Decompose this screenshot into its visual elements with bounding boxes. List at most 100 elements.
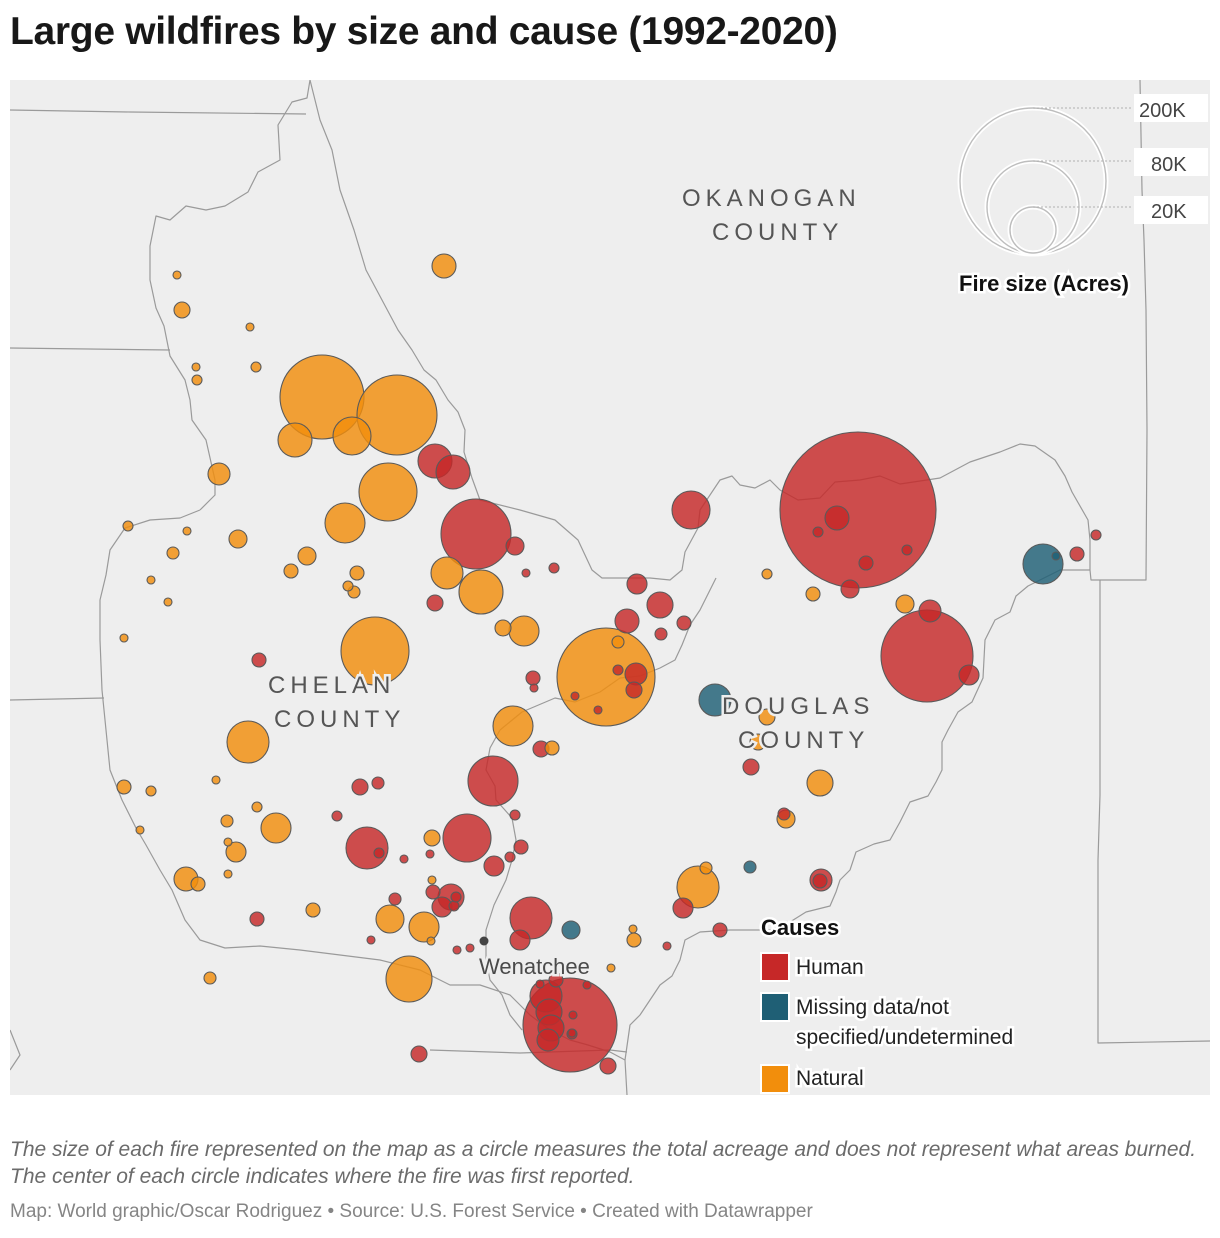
fire-circle-human	[440, 498, 512, 570]
fire-circle-human	[450, 891, 462, 903]
fire-circle-natural	[203, 971, 217, 985]
fire-circle-human	[399, 854, 409, 864]
fire-circle-human	[366, 935, 376, 945]
fire-circle-human	[548, 562, 560, 574]
fire-circle-natural	[226, 720, 270, 764]
fire-circle-natural	[458, 569, 504, 615]
fire-circle-natural	[423, 829, 441, 847]
fire-circle-human	[824, 505, 850, 531]
fire-circle-natural	[340, 616, 410, 686]
fire-circle-human	[425, 884, 441, 900]
fire-circle-natural	[283, 563, 299, 579]
fire-circle-natural	[544, 740, 560, 756]
chelan-label-line1: CHELAN	[268, 672, 395, 699]
fire-circle-natural	[431, 253, 457, 279]
west-line-2	[10, 697, 105, 701]
fire-circle-natural	[172, 270, 182, 280]
fire-circle-natural	[250, 361, 262, 373]
fire-circle-human	[779, 431, 937, 589]
size-legend-label-bg-200k	[1134, 94, 1208, 122]
fire-circle-natural	[119, 633, 129, 643]
fire-circle-natural	[508, 615, 540, 647]
fire-circle-natural	[166, 546, 180, 560]
west-line-3	[10, 1029, 21, 1071]
chart-title: Large wildfires by size and cause (1992-…	[10, 10, 838, 53]
fire-circle-natural	[211, 775, 221, 785]
fire-circle-human	[521, 568, 531, 578]
fire-circle-natural	[426, 936, 436, 946]
fire-circle-natural	[251, 801, 263, 813]
cause-swatch-missing	[760, 992, 790, 1022]
cause-label-human: Human	[796, 956, 864, 979]
fire-circle-natural	[332, 416, 372, 456]
fire-circle-human	[410, 1045, 428, 1063]
fire-circle-human	[249, 911, 265, 927]
fire-circle-human	[1069, 546, 1085, 562]
fire-circle-human	[918, 599, 942, 623]
fire-circle-human	[593, 705, 603, 715]
fire-circle-missing	[1022, 543, 1064, 585]
fire-circle-natural	[806, 769, 834, 797]
fire-circle-human	[467, 755, 519, 807]
fire-circles	[116, 253, 1102, 1075]
cause-legend: Causes Human Missing data/not specified/…	[759, 913, 1016, 1094]
fire-circle-human	[529, 683, 539, 693]
fire-circle-natural	[427, 875, 437, 885]
fire-circle-human	[351, 778, 369, 796]
fire-circle-human	[626, 573, 648, 595]
fire-circle-natural	[758, 708, 776, 726]
cause-swatch-human	[760, 952, 790, 982]
fire-circle-natural	[494, 619, 512, 637]
west-line-1	[10, 347, 171, 351]
fire-circle-human	[513, 839, 529, 855]
size-legend: 200K 80K 20K Fire size (Acres)	[957, 94, 1208, 299]
state-line-east-2	[1097, 580, 1210, 1044]
cause-legend-title: Causes	[761, 915, 839, 940]
fire-circle-natural	[116, 779, 132, 795]
fire-circle-human	[504, 851, 516, 863]
fire-circle-human	[425, 849, 435, 859]
fire-circle-human	[712, 922, 728, 938]
fire-circle-natural	[225, 841, 247, 863]
fire-circle-human	[505, 536, 525, 556]
fire-circle-human	[568, 1010, 578, 1020]
douglas-label-line2: COUNTY	[738, 727, 869, 754]
fire-circle-human	[1090, 529, 1102, 541]
fire-circle-human	[958, 664, 980, 686]
fire-circle-natural	[375, 904, 405, 934]
fire-circle-natural	[606, 963, 616, 973]
fire-circle-missing	[743, 860, 757, 874]
fire-circle-human	[570, 691, 580, 701]
fire-circle-human	[672, 897, 694, 919]
fire-circle-human	[812, 873, 828, 889]
size-legend-title: Fire size (Acres)	[959, 271, 1129, 296]
fire-circle-natural	[207, 462, 231, 486]
okanogan-chelan-border	[149, 80, 311, 511]
okanogan-label-line1: OKANOGAN	[682, 185, 861, 212]
fire-circle-human	[371, 776, 385, 790]
fire-circle-natural	[135, 825, 145, 835]
douglas-east-border	[624, 569, 1090, 1061]
okanogan-label-line2: COUNTY	[712, 219, 843, 246]
fire-circle-human	[548, 972, 564, 988]
fire-circle-natural	[342, 580, 354, 592]
fire-circle-natural	[349, 565, 365, 581]
fire-circle-human	[452, 945, 462, 955]
fire-circle-natural	[145, 785, 157, 797]
fire-circle-natural	[699, 861, 713, 875]
cause-label-missing-line1: Missing data/not	[796, 996, 949, 1019]
fire-circle-natural	[163, 597, 173, 607]
fire-circle-human	[435, 454, 471, 490]
fire-circle-human	[483, 855, 505, 877]
fire-circle-natural	[749, 733, 767, 751]
fire-circle-natural	[245, 322, 255, 332]
fire-circle-human	[525, 670, 541, 686]
fire-circle-human	[901, 544, 913, 556]
fire-circle-natural	[611, 635, 625, 649]
fire-circle-natural	[324, 502, 366, 544]
fire-circle-human	[777, 807, 791, 821]
wildfire-map: OKANOGAN COUNTY CHELAN COUNTY DOUGLAS CO…	[10, 80, 1210, 1095]
fire-circle-human	[448, 900, 460, 912]
size-legend-label-80k: 80K	[1151, 154, 1187, 176]
fire-circle-natural	[173, 301, 191, 319]
